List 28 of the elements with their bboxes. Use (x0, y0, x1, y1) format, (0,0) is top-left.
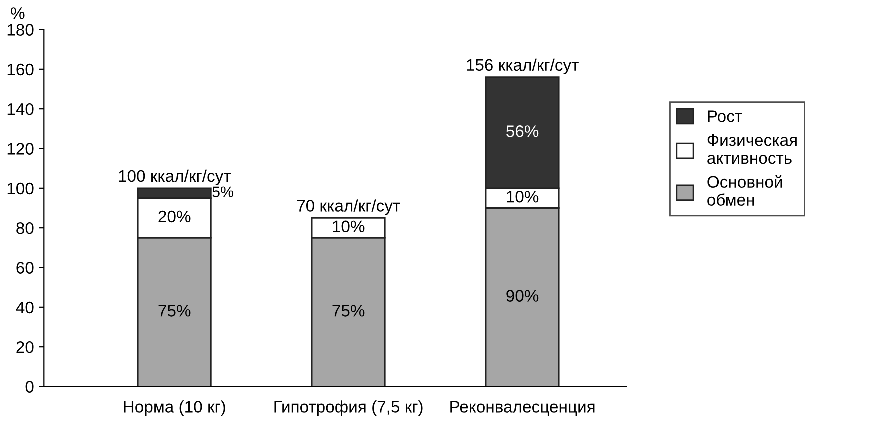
data-label: 10% (507, 191, 539, 203)
legend-label: Основной обмен (708, 176, 782, 206)
annotation: 156 ккал/кг/сут (467, 58, 579, 74)
data-label: 90% (506, 290, 539, 302)
y-tick-label: 20 (16, 341, 34, 354)
y-tick-label: 180 (8, 24, 34, 36)
legend-label: Рост (708, 110, 742, 122)
x-tick-label: Норма (10 кг) (124, 400, 226, 416)
y-tick-label: 40 (16, 302, 34, 314)
data-label: 56% (506, 126, 539, 138)
y-tick-label: 140 (8, 103, 34, 116)
y-tick-label: 100 (8, 182, 34, 195)
y-tick-label: 80 (16, 222, 34, 234)
y-axis-title: % (11, 8, 25, 20)
annotation: 70 ккал/кг/сут (297, 200, 400, 216)
data-label: 75% (332, 305, 365, 317)
data-label: 75% (158, 305, 191, 317)
legend-label: Физическая активность (708, 134, 797, 164)
y-tick-label: 60 (16, 262, 34, 274)
data-label: 10% (333, 220, 365, 233)
annotation: 100 ккал/кг/сут (119, 170, 232, 186)
y-tick-label: 0 (26, 381, 34, 393)
x-tick-label: Гипотрофия (7,5 кг) (274, 400, 423, 416)
y-tick-label: 120 (8, 143, 34, 155)
data-label: 5% (212, 186, 234, 198)
data-label: 20% (158, 210, 191, 223)
y-tick-label: 160 (8, 64, 34, 76)
x-tick-label: Реконвалесценция (450, 401, 595, 416)
